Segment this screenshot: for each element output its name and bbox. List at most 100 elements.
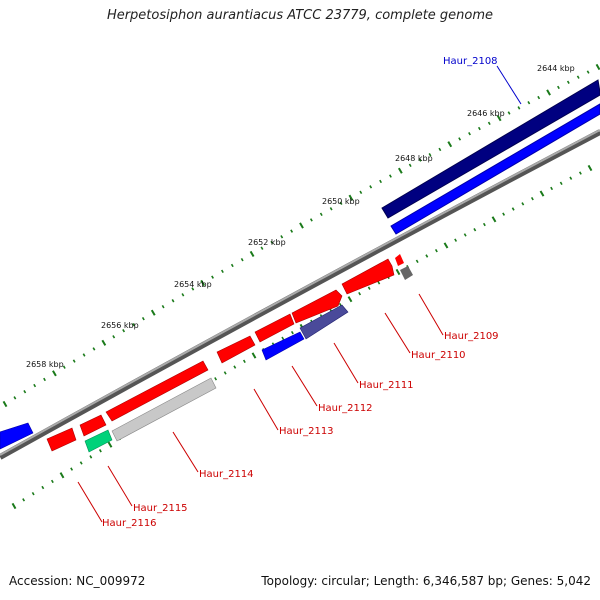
outer-tick xyxy=(2,400,8,408)
outer-tick xyxy=(200,279,206,287)
gene-haur-2108-inner[interactable] xyxy=(390,103,600,235)
outer-tick xyxy=(389,174,392,178)
outer-tick xyxy=(62,365,66,369)
outer-tick xyxy=(211,275,214,279)
gene-haur-2109-grey[interactable] xyxy=(400,266,413,280)
inner-tick xyxy=(377,281,381,285)
gene-left-blue[interactable] xyxy=(0,422,34,450)
gene-haur-2111[interactable] xyxy=(291,289,343,324)
outer-tick xyxy=(150,309,156,316)
outer-tick xyxy=(33,383,37,388)
outer-tick xyxy=(369,185,373,189)
gene-haur-2112[interactable] xyxy=(254,313,295,343)
outer-tick xyxy=(487,121,491,126)
inner-tick xyxy=(347,296,353,303)
gene-haur-2111-navy[interactable] xyxy=(299,304,349,340)
inner-tick xyxy=(251,352,257,359)
outer-tick xyxy=(270,240,274,245)
label-haur-2112[interactable]: Haur_2112 xyxy=(318,403,373,414)
outer-tick xyxy=(82,353,86,357)
outer-tick xyxy=(319,212,323,217)
inner-tick xyxy=(107,441,113,448)
genome-backbone-highlight xyxy=(0,129,600,456)
gene-haur-2108-outer[interactable] xyxy=(381,79,600,219)
tick-label-2658: 2658 kbp xyxy=(26,360,64,369)
inner-tick xyxy=(502,212,506,216)
outer-tick xyxy=(507,111,511,115)
outer-tick xyxy=(92,347,96,351)
gene-haur-2113[interactable] xyxy=(216,335,256,364)
outer-tick xyxy=(249,250,255,258)
gene-haur-2115[interactable] xyxy=(79,414,107,437)
label-haur-2110[interactable]: Haur_2110 xyxy=(411,350,466,361)
outer-tick xyxy=(527,101,531,105)
topology-text: Topology: circular; Length: 6,346,587 bp… xyxy=(261,574,591,588)
outer-tick xyxy=(161,305,165,309)
label-haur-2113[interactable]: Haur_2113 xyxy=(279,426,334,437)
outer-tick xyxy=(43,377,46,382)
label-haur-2114[interactable]: Haur_2114 xyxy=(199,469,254,480)
outer-tick xyxy=(468,132,471,136)
outer-tick xyxy=(438,147,442,152)
outer-tick xyxy=(132,322,135,327)
outer-tick xyxy=(299,222,304,229)
inner-tick xyxy=(395,268,401,276)
outer-tick xyxy=(359,190,363,194)
outer-tick xyxy=(339,201,343,205)
gene-haur-2115-teal[interactable] xyxy=(84,429,113,453)
outer-tick xyxy=(418,158,422,162)
inner-tick xyxy=(281,336,285,341)
inner-tick xyxy=(41,485,45,490)
inner-tick xyxy=(569,176,573,180)
gene-haur-2112-blue[interactable] xyxy=(261,331,305,361)
outer-tick xyxy=(101,339,107,346)
outer-tick xyxy=(546,89,551,96)
outer-tick xyxy=(240,257,244,262)
inner-tick xyxy=(31,491,35,496)
outer-tick xyxy=(477,126,481,131)
accession-text: Accession: NC_009972 xyxy=(9,574,146,588)
outer-tick xyxy=(171,299,175,303)
outer-tick xyxy=(517,106,521,110)
inner-tick xyxy=(443,242,449,249)
gene-haur-2109-red[interactable] xyxy=(395,254,404,266)
inner-tick xyxy=(587,164,593,172)
connector-haur-2111 xyxy=(333,342,359,384)
inner-tick xyxy=(242,359,246,363)
inner-tick xyxy=(79,461,83,465)
label-haur-2111[interactable]: Haur_2111 xyxy=(359,380,414,391)
tick-label-2654: 2654 kbp xyxy=(174,280,212,289)
gene-haur-2114-red[interactable] xyxy=(105,360,209,422)
label-haur-2115[interactable]: Haur_2115 xyxy=(133,503,188,514)
tick-label-2656: 2656 kbp xyxy=(101,321,139,330)
outer-tick xyxy=(537,95,541,100)
gene-haur-2116[interactable] xyxy=(46,427,77,452)
inner-tick xyxy=(463,233,467,237)
label-haur-2109[interactable]: Haur_2109 xyxy=(444,331,499,342)
label-haur-2108[interactable]: Haur_2108 xyxy=(443,56,498,67)
outer-tick xyxy=(13,396,17,400)
outer-tick xyxy=(230,263,234,268)
inner-tick xyxy=(98,449,102,453)
outer-tick xyxy=(447,141,453,148)
tick-label-2652: 2652 kbp xyxy=(248,238,286,247)
inner-tick xyxy=(214,377,218,381)
outer-tick xyxy=(566,80,570,84)
connector-haur-2115 xyxy=(107,465,133,507)
connector-haur-2108 xyxy=(496,65,522,105)
inner-tick xyxy=(511,207,515,211)
gene-haur-2110[interactable] xyxy=(341,258,395,295)
outer-tick xyxy=(122,329,126,333)
outer-tick xyxy=(23,390,27,394)
inner-tick xyxy=(11,502,17,510)
connector-haur-2114 xyxy=(172,431,199,473)
inner-tick xyxy=(89,455,93,459)
outer-tick xyxy=(408,163,412,168)
label-haur-2116[interactable]: Haur_2116 xyxy=(102,518,157,529)
outer-tick xyxy=(397,167,403,174)
inner-tick xyxy=(482,222,486,227)
outer-tick xyxy=(595,63,600,71)
outer-tick xyxy=(290,229,294,233)
gene-haur-2114-grey[interactable] xyxy=(111,377,217,442)
